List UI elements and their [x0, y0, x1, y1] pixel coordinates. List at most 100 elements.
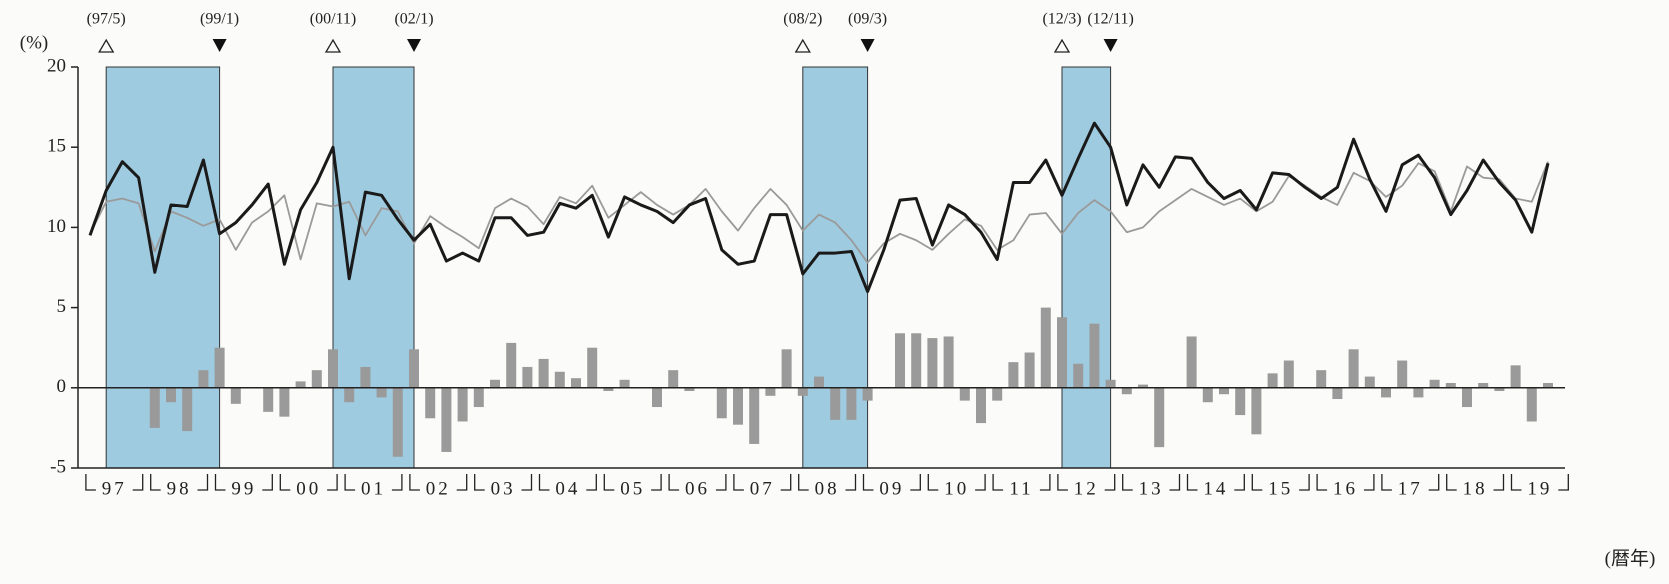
x-tick-label: 99 — [231, 478, 256, 499]
y-tick-label: 15 — [47, 136, 66, 157]
year-bracket — [798, 474, 857, 491]
x-tick-label: 10 — [944, 478, 969, 499]
bar — [1283, 360, 1294, 388]
year-bracket — [1057, 474, 1116, 491]
bar — [425, 387, 436, 419]
bar — [1202, 387, 1213, 403]
bar — [1494, 387, 1505, 392]
year-bracket — [992, 474, 1051, 491]
bar — [311, 370, 322, 388]
bar — [1267, 373, 1278, 388]
year-bracket — [862, 474, 921, 491]
start-marker — [1053, 38, 1071, 53]
bar — [1105, 379, 1116, 388]
bar — [149, 387, 160, 428]
bar — [441, 387, 452, 452]
x-tick-label: 09 — [879, 478, 904, 499]
end-marker — [407, 39, 421, 52]
bar — [344, 387, 355, 403]
bar — [927, 338, 938, 388]
bar — [182, 387, 193, 432]
x-tick-label: 04 — [555, 478, 580, 499]
y-tick-label: 0 — [57, 376, 67, 397]
year-bracket — [1316, 474, 1375, 491]
bar — [619, 379, 630, 388]
x-tick-label: 14 — [1203, 478, 1228, 499]
bar — [1510, 365, 1521, 388]
bar — [198, 370, 209, 388]
bar — [457, 387, 468, 422]
bar — [1008, 362, 1019, 388]
bar — [652, 387, 662, 408]
bar — [895, 333, 905, 388]
year-bracket — [927, 474, 986, 491]
bar — [522, 366, 533, 388]
x-tick-label: 07 — [750, 478, 775, 499]
bar — [554, 371, 565, 388]
period-start-label: (08/2) — [783, 11, 822, 28]
bar — [1089, 323, 1100, 388]
bar — [392, 387, 403, 457]
bar — [603, 387, 614, 392]
x-tick-label: 06 — [685, 478, 710, 499]
year-bracket — [409, 474, 468, 491]
y-tick-label: 20 — [47, 55, 66, 76]
x-tick-label: 16 — [1333, 478, 1358, 499]
bar — [571, 378, 581, 388]
x-tick-label: 11 — [1009, 478, 1033, 499]
bar — [911, 333, 922, 388]
year-bracket — [279, 474, 338, 491]
x-tick-label: 13 — [1139, 478, 1164, 499]
period-end-label: (02/1) — [394, 11, 433, 28]
year-bracket — [668, 474, 727, 491]
year-bracket — [1186, 474, 1245, 491]
period-end-label: (09/3) — [848, 11, 887, 28]
plot-layer — [105, 66, 1112, 469]
y-tick-label: 5 — [57, 296, 67, 317]
bar — [1364, 376, 1375, 388]
bar — [473, 387, 484, 408]
bar — [1040, 307, 1051, 388]
bar — [976, 387, 986, 424]
bar — [1413, 387, 1424, 398]
period-start-label: (12/3) — [1042, 11, 1081, 28]
bar — [409, 349, 419, 388]
year-bracket — [1381, 474, 1440, 491]
x-tick-label: 01 — [361, 478, 386, 499]
bar — [490, 379, 500, 388]
y-tick-label: 10 — [47, 216, 66, 237]
period-start-label: (97/5) — [87, 11, 126, 28]
bar — [684, 387, 695, 392]
bar — [376, 387, 387, 398]
bar — [230, 387, 241, 404]
x-tick-label: 18 — [1463, 478, 1488, 499]
x-tick-label: 03 — [491, 478, 516, 499]
bar — [1219, 387, 1229, 395]
end-marker — [212, 39, 227, 52]
start-marker — [794, 38, 811, 53]
bar — [263, 387, 274, 412]
bar — [1478, 382, 1489, 388]
period-end-label: (12/11) — [1087, 11, 1134, 28]
bar — [279, 387, 290, 417]
shaded-period — [1061, 66, 1112, 469]
bar — [992, 387, 1003, 401]
x-tick-label: 15 — [1268, 478, 1293, 499]
bar — [538, 358, 549, 388]
bar — [943, 336, 954, 388]
bar — [1348, 349, 1359, 388]
bar — [1121, 387, 1132, 395]
year-bracket — [214, 474, 273, 491]
x-tick-label: 08 — [815, 478, 840, 499]
bar — [1251, 387, 1262, 435]
bar — [959, 387, 970, 401]
year-bracket — [1251, 474, 1310, 491]
year-bracket — [538, 474, 597, 491]
bar — [1526, 387, 1537, 422]
bar — [214, 347, 225, 388]
year-bracket — [150, 474, 209, 491]
start-marker — [98, 38, 115, 53]
bar — [328, 349, 338, 388]
year-bracket — [474, 474, 533, 491]
bar — [1024, 352, 1035, 388]
